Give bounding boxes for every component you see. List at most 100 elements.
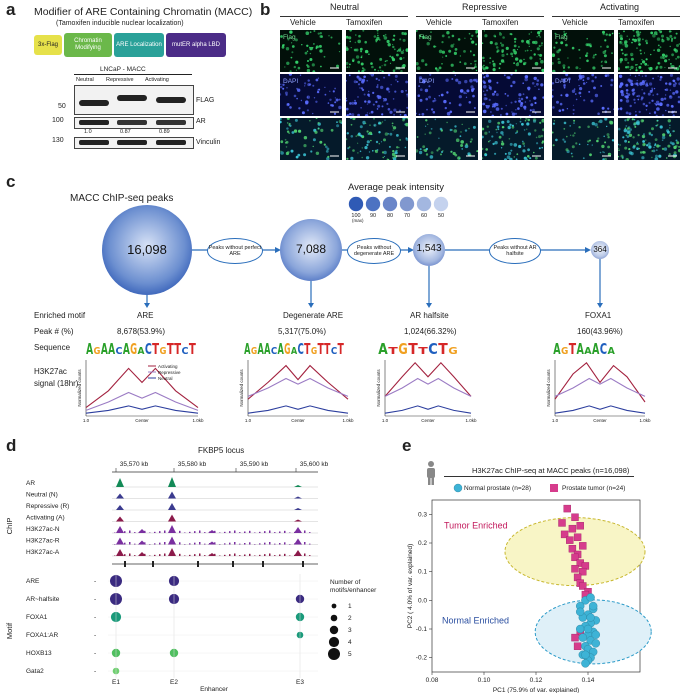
- cell: [516, 130, 519, 133]
- cell: [325, 150, 329, 153]
- track-noise: [209, 554, 211, 556]
- micrograph-tile: [346, 74, 408, 116]
- cell: [655, 149, 658, 151]
- track-peak: [168, 503, 176, 510]
- cell: [400, 70, 403, 72]
- cell: [501, 50, 504, 53]
- cell: [327, 155, 330, 158]
- track-noise: [119, 554, 121, 556]
- cell: [394, 151, 398, 155]
- cell: [483, 85, 487, 89]
- cell: [320, 128, 324, 132]
- cell: [603, 135, 605, 138]
- track-noise: [289, 555, 291, 556]
- motif-row-label: Gata2: [26, 668, 44, 675]
- track-noise: [294, 543, 296, 545]
- cell: [281, 45, 285, 49]
- cell: [594, 53, 597, 56]
- cell: [558, 48, 562, 52]
- row-label-sequence: Sequence: [34, 343, 71, 352]
- cell: [651, 156, 653, 159]
- track-noise: [284, 542, 286, 545]
- track-label: H3K27ac-N: [26, 526, 60, 533]
- track-peak: [294, 496, 302, 499]
- cell: [299, 74, 302, 76]
- micrograph-tile: [618, 30, 680, 72]
- legend-dot: [328, 636, 340, 648]
- cell: [338, 105, 342, 110]
- cell: [555, 138, 558, 142]
- logo-letter: A: [138, 346, 145, 356]
- peak-circle-3: [413, 234, 445, 266]
- cell: [393, 34, 396, 37]
- cell: [625, 89, 629, 92]
- profile-line: [85, 405, 199, 414]
- cell: [387, 158, 390, 160]
- track-peak: [116, 505, 124, 510]
- track-noise: [264, 554, 266, 556]
- cell: [598, 121, 600, 123]
- track-noise: [249, 530, 251, 533]
- chip-section-label: ChIP: [5, 518, 14, 535]
- cell: [421, 59, 425, 63]
- cell: [383, 98, 387, 102]
- intensity-value: 60: [421, 213, 427, 219]
- cell: [406, 96, 408, 98]
- cell: [405, 80, 408, 84]
- x-tick: 1.0: [382, 418, 389, 423]
- cell: [334, 97, 337, 99]
- track-noise: [199, 553, 201, 556]
- cell: [362, 135, 364, 137]
- cell: [647, 67, 651, 70]
- cell: [675, 139, 678, 142]
- micrograph-tile: [280, 118, 342, 160]
- cell: [632, 38, 635, 41]
- cell: [392, 98, 395, 100]
- construct-chromatin: Chromatin Modifying: [64, 33, 112, 57]
- cell: [645, 139, 647, 141]
- cell: [507, 125, 511, 130]
- cell: [539, 58, 541, 60]
- cell: [540, 83, 544, 87]
- cell: [529, 39, 531, 41]
- cell: [666, 36, 668, 38]
- cell: [656, 125, 658, 127]
- col-tamoxifen: Tamoxifen: [482, 18, 519, 27]
- cell: [376, 30, 379, 32]
- cell: [398, 146, 400, 149]
- cell: [436, 68, 440, 72]
- cell: [663, 97, 667, 100]
- cell: [500, 107, 503, 110]
- cell: [618, 127, 621, 131]
- cell: [522, 93, 525, 96]
- cell: [650, 133, 653, 137]
- cell: [655, 100, 660, 104]
- cell: [362, 30, 365, 32]
- cell: [386, 87, 389, 91]
- cell: [426, 42, 430, 46]
- cell: [377, 34, 379, 37]
- marker-100: 100: [52, 117, 64, 124]
- tile-label: DAPI: [555, 78, 570, 85]
- cell: [579, 68, 581, 70]
- cell: [476, 150, 478, 153]
- cell: [378, 131, 381, 134]
- panel-c-letter: c: [6, 172, 16, 191]
- cell: [396, 50, 399, 52]
- track-noise: [174, 531, 176, 533]
- track-peak: [116, 526, 124, 533]
- cell: [356, 75, 360, 79]
- y-tick-label: 0.2: [418, 540, 427, 547]
- normal-point: [591, 630, 601, 639]
- cell: [594, 123, 598, 127]
- cell: [644, 62, 648, 66]
- cell: [670, 104, 674, 108]
- cell: [654, 102, 657, 105]
- track-noise: [149, 544, 151, 545]
- track-noise: [219, 532, 221, 533]
- track-noise: [119, 543, 121, 545]
- cell: [372, 91, 375, 94]
- cell: [494, 102, 497, 105]
- track-noise: [279, 531, 281, 533]
- cell: [591, 74, 595, 77]
